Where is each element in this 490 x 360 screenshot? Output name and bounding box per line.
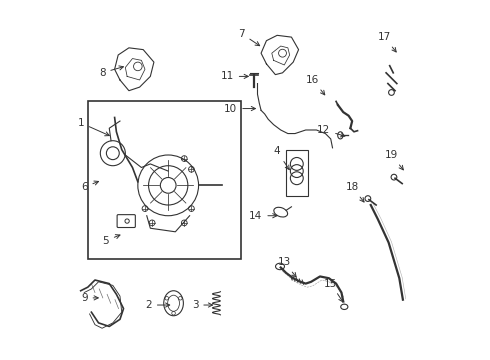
- Text: 11: 11: [220, 71, 248, 81]
- Text: 9: 9: [81, 293, 98, 303]
- Text: 18: 18: [345, 182, 364, 202]
- Text: 16: 16: [306, 75, 325, 95]
- Bar: [88, 102, 242, 258]
- Text: 14: 14: [249, 211, 277, 221]
- Text: 3: 3: [192, 300, 213, 310]
- Text: 7: 7: [238, 28, 260, 46]
- Text: 6: 6: [81, 181, 98, 192]
- Text: 2: 2: [145, 300, 170, 310]
- Text: 12: 12: [317, 125, 345, 137]
- Text: 17: 17: [378, 32, 396, 52]
- Text: 10: 10: [224, 104, 255, 113]
- Text: 5: 5: [102, 235, 120, 246]
- Text: 4: 4: [274, 147, 289, 170]
- Text: 15: 15: [324, 279, 343, 302]
- Text: 1: 1: [77, 118, 109, 136]
- Bar: [286, 150, 308, 196]
- Text: 13: 13: [278, 257, 296, 277]
- Text: 19: 19: [385, 150, 403, 170]
- Text: 8: 8: [99, 66, 123, 78]
